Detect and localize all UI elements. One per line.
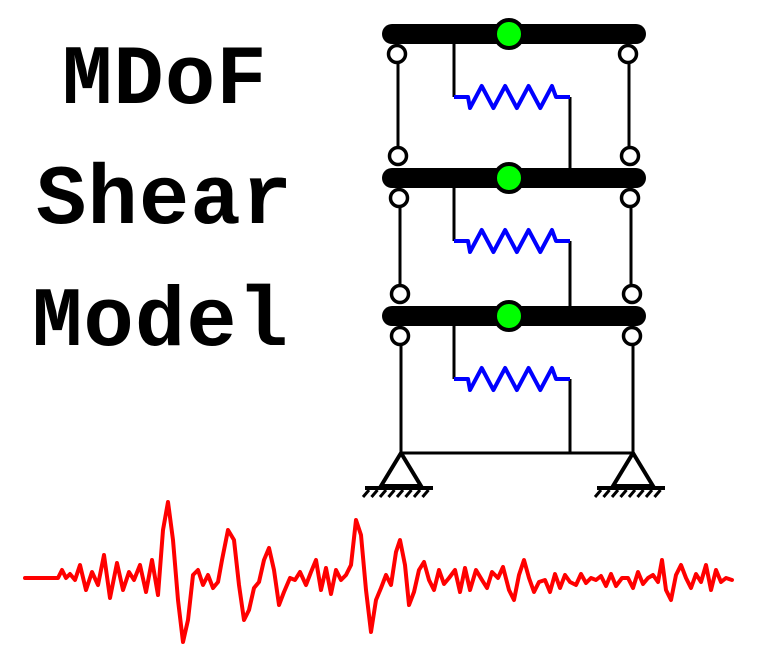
hinge — [389, 283, 411, 305]
title-line-1: MDoF — [62, 34, 268, 129]
acceleration-trace — [23, 500, 734, 644]
ground-hatch — [627, 489, 637, 498]
ground-hatch — [644, 489, 654, 498]
floor-mass — [493, 18, 525, 50]
pin-support — [377, 449, 425, 488]
ground-hatch — [412, 489, 422, 498]
floor-mass — [493, 162, 525, 194]
hinge — [619, 145, 641, 167]
ground-motion-record — [23, 500, 734, 644]
ground-hatch — [378, 489, 388, 498]
ground-hatch — [610, 489, 620, 498]
spring — [454, 84, 570, 110]
ground-hatch — [602, 489, 611, 498]
ground-hatch — [370, 489, 379, 498]
floor-mass — [493, 300, 525, 332]
title-line-2: Shear — [36, 154, 294, 249]
ground-hatch — [387, 489, 396, 498]
ground-hatch — [361, 489, 371, 498]
ground-hatch — [653, 489, 662, 498]
spring — [454, 228, 570, 254]
ground-hatch — [593, 489, 603, 498]
hinge — [621, 325, 643, 347]
ground-hatch — [395, 489, 405, 498]
hinge — [617, 43, 639, 65]
hinge — [621, 283, 643, 305]
hinge — [619, 187, 641, 209]
ground-hatch — [619, 489, 628, 498]
shear-frame — [361, 18, 665, 498]
hinge — [387, 145, 409, 167]
ground-hatch — [636, 489, 645, 498]
hinge — [389, 325, 411, 347]
spring — [454, 366, 570, 392]
pin-support — [609, 449, 657, 488]
ground-hatch — [404, 489, 413, 498]
ground-hatch — [421, 489, 430, 498]
title-line-3: Model — [32, 276, 290, 371]
hinge — [386, 43, 408, 65]
hinge — [388, 187, 410, 209]
